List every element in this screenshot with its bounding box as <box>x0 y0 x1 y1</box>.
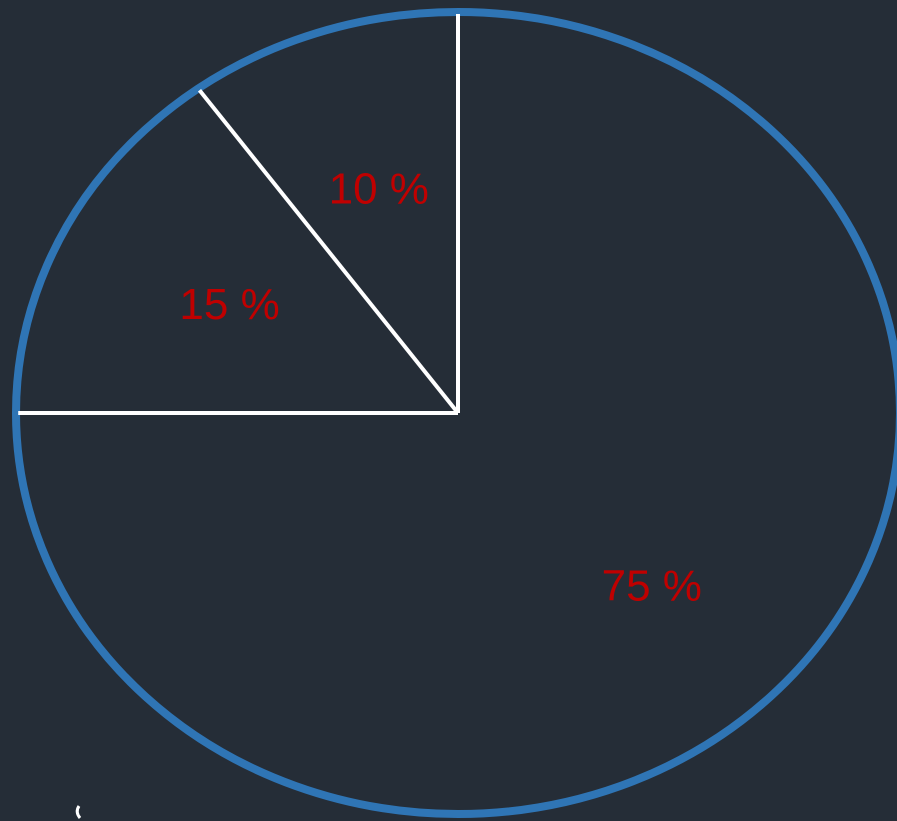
slice-divider-2 <box>197 88 460 415</box>
pie-outline <box>12 8 897 818</box>
slice-label-1: 10 % <box>329 164 429 213</box>
slice-dividers <box>18 14 460 415</box>
slice-label-3: 75 % <box>602 561 702 610</box>
bottom-curve-mark <box>75 805 82 819</box>
slice-labels: 10 % 15 % 75 % <box>179 164 701 610</box>
slice-label-2: 15 % <box>179 280 279 329</box>
